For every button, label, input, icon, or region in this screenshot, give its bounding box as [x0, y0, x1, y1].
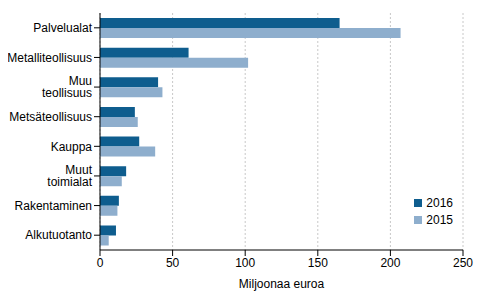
svg-text:250: 250 [453, 256, 473, 270]
html-text:2016: 2016 [426, 196, 453, 210]
html-text:2015: 2015 [426, 213, 453, 227]
svg-text:Muuttoimialat: Muuttoimialat [47, 163, 92, 189]
svg-text:200: 200 [380, 256, 400, 270]
svg-text:150: 150 [308, 256, 328, 270]
svg-text:Alkutuotanto: Alkutuotanto [25, 228, 92, 242]
svg-text:Miljoonaa euroa: Miljoonaa euroa [239, 277, 325, 291]
svg-text:0: 0 [97, 256, 104, 270]
svg-text:Muuteollisuus: Muuteollisuus [42, 74, 92, 100]
svg-text:Kauppa: Kauppa [51, 140, 93, 154]
svg-text:Rakentaminen: Rakentaminen [15, 199, 92, 213]
svg-text:Metalliteollisuus: Metalliteollisuus [8, 51, 92, 65]
svg-text:Palvelualat: Palvelualat [33, 21, 92, 35]
svg-text:100: 100 [235, 256, 255, 270]
svg-text:50: 50 [166, 256, 180, 270]
svg-text:Metsäteollisuus: Metsäteollisuus [9, 110, 92, 124]
